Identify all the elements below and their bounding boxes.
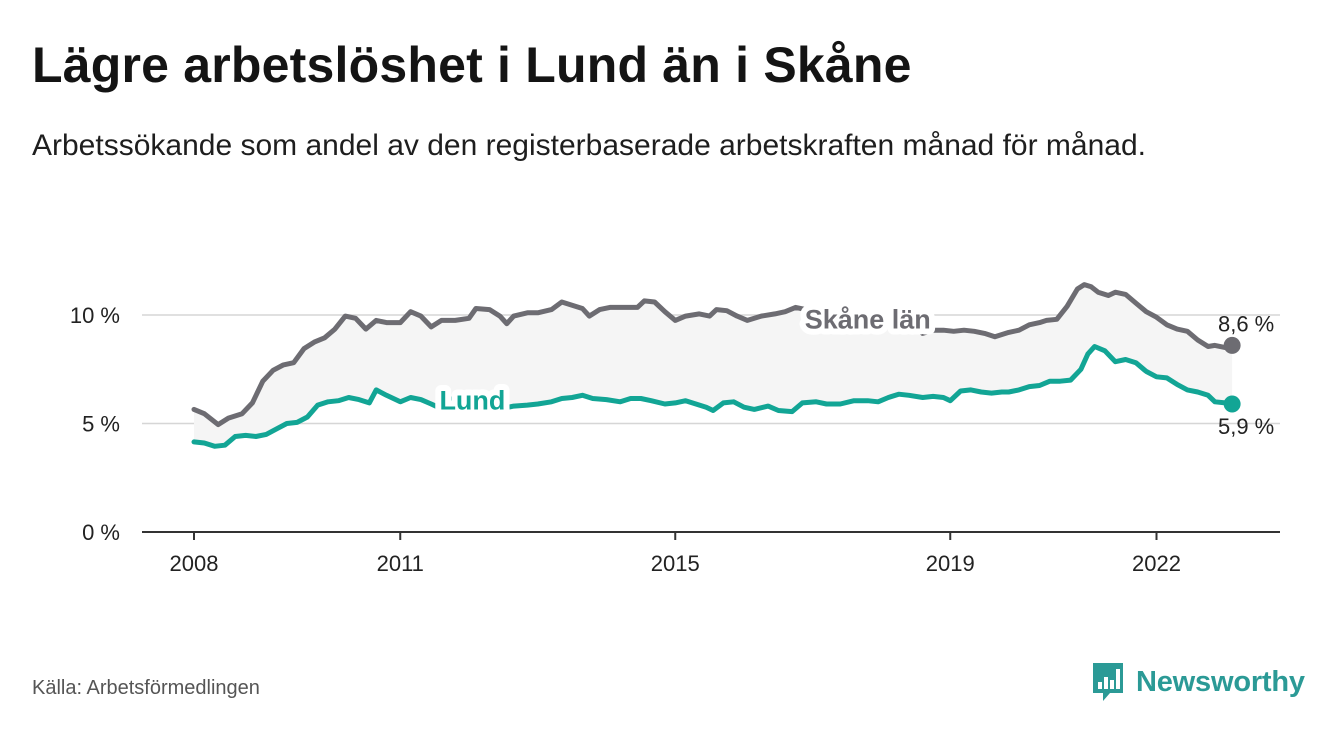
x-tick-label: 2015: [651, 551, 700, 576]
x-tick-label: 2008: [170, 551, 219, 576]
y-tick-label: 0 %: [82, 520, 120, 545]
y-tick-label: 10 %: [70, 303, 120, 328]
x-axis: 2008 2011 2015 2019 2022: [142, 531, 1280, 576]
series-name-label-lund: Lund: [439, 386, 505, 416]
end-value-label-lund: 5,9 %: [1218, 414, 1274, 439]
series-labels: 8,6 % Skåne län 5,9 % Lund: [433, 298, 1274, 439]
chart-subtitle: Arbetssökande som andel av den registerb…: [32, 129, 1146, 162]
x-tick-label: 2019: [926, 551, 975, 576]
y-tick-label: 5 %: [82, 412, 120, 437]
brand-name: Newsworthy: [1136, 665, 1305, 698]
x-tick-label: 2011: [377, 551, 424, 576]
end-marker-sk-ne-l-n: [1223, 336, 1241, 354]
gap-band-area: [194, 284, 1233, 447]
newsworthy-logo-icon: [1093, 663, 1123, 701]
chart-title: Lägre arbetslöshet i Lund än i Skåne: [32, 37, 912, 93]
brand-logo[interactable]: Newsworthy: [1090, 660, 1305, 704]
end-marker-lund: [1223, 395, 1241, 413]
x-tick-label: 2022: [1132, 551, 1181, 576]
source-note: Källa: Arbetsförmedlingen: [32, 677, 260, 699]
end-value-label-sk-ne-l-n: 8,6 %: [1218, 311, 1274, 336]
series-name-label-sk-ne-l-n: Skåne län: [805, 304, 931, 334]
series-line-lund: [191, 344, 1235, 449]
series-line-sk-ne-l-n: [191, 282, 1235, 428]
series-lines: [191, 282, 1241, 449]
